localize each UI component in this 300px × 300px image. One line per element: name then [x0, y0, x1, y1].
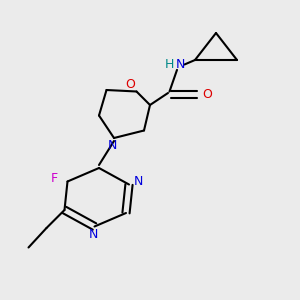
- Text: O: O: [202, 88, 212, 101]
- Text: N: N: [108, 139, 117, 152]
- Text: F: F: [50, 172, 58, 185]
- Text: H: H: [165, 58, 174, 71]
- Text: O: O: [126, 77, 135, 91]
- Text: N: N: [134, 175, 143, 188]
- Text: N: N: [175, 58, 185, 71]
- Text: N: N: [88, 227, 98, 241]
